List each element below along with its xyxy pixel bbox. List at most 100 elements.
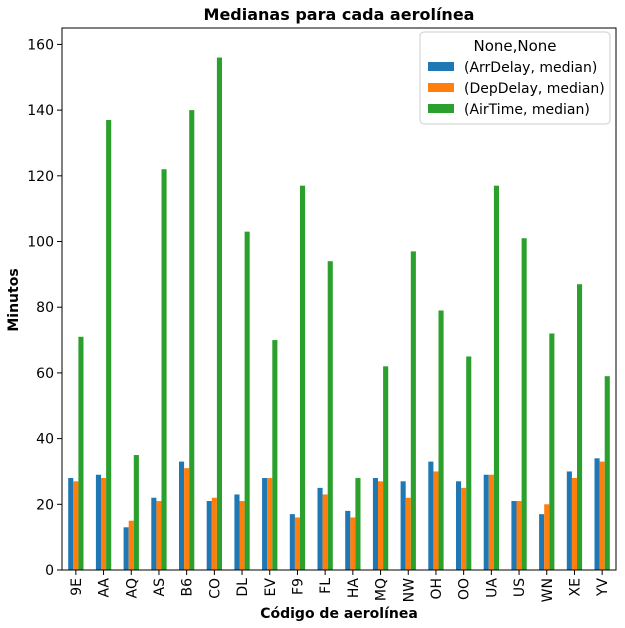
- legend-swatch: [428, 83, 454, 92]
- chart-title: Medianas para cada aerolínea: [204, 5, 475, 24]
- bar-OH-arrdelay: [428, 461, 434, 570]
- plot-area: [61, 27, 617, 571]
- bar-MQ-airtime: [383, 366, 389, 570]
- bar-US-depdelay: [516, 501, 522, 570]
- bar-FL-arrdelay: [317, 487, 323, 570]
- bar-NW-depdelay: [405, 497, 411, 570]
- y-tick-label: 20: [36, 497, 54, 513]
- bar-EV-arrdelay: [262, 478, 268, 570]
- bar-AS-arrdelay: [151, 497, 157, 570]
- bar-CO-airtime: [216, 57, 222, 571]
- bar-CO-arrdelay: [206, 501, 212, 570]
- bar-AQ-depdelay: [128, 520, 134, 570]
- bar-AA-depdelay: [101, 478, 107, 570]
- x-tick-label: OH: [429, 578, 445, 600]
- x-tick-label: US: [512, 578, 528, 597]
- bar-AS-airtime: [161, 169, 167, 570]
- bar-9E-airtime: [78, 336, 84, 570]
- bar-DL-depdelay: [239, 501, 245, 570]
- y-tick-label: 80: [36, 300, 54, 316]
- bar-OO-arrdelay: [456, 481, 462, 570]
- x-tick-label: AA: [97, 578, 113, 598]
- bar-OO-airtime: [466, 356, 472, 570]
- plot-frame: [61, 27, 617, 571]
- x-axis: 9E AA AQ AS B6 CO DL EV F9 FL HA MQ NW OH OO UA US WN XE YV: [69, 570, 611, 602]
- bar-AQ-arrdelay: [123, 527, 129, 570]
- bar-B6-airtime: [189, 110, 195, 571]
- bar-AQ-airtime: [133, 455, 139, 570]
- y-tick-label: 40: [36, 432, 54, 448]
- bar-AA-arrdelay: [95, 474, 101, 570]
- legend: None,None (ArrDelay, median) (DepDelay, me…: [419, 31, 611, 125]
- bar-YV-arrdelay: [594, 458, 600, 570]
- legend-title: None,None: [473, 37, 556, 55]
- x-tick-label: XE: [567, 578, 583, 596]
- bar-NW-arrdelay: [400, 481, 406, 570]
- bar-OO-depdelay: [461, 487, 467, 570]
- bar-XE-airtime: [577, 284, 583, 570]
- bar-XE-depdelay: [571, 478, 577, 570]
- x-tick-label: MQ: [374, 578, 390, 601]
- bar-YV-depdelay: [599, 461, 605, 570]
- bar-FL-depdelay: [322, 494, 328, 570]
- bar-EV-airtime: [272, 340, 278, 570]
- x-tick-label: AQ: [124, 578, 140, 598]
- bar-F9-airtime: [300, 185, 306, 571]
- y-axis-label: Minutos: [6, 268, 22, 331]
- y-axis: 0 20 40 60 80 100 120 140 160: [27, 37, 62, 579]
- bar-UA-arrdelay: [483, 474, 489, 570]
- x-tick-label: UA: [484, 578, 500, 598]
- bar-F9-arrdelay: [289, 514, 295, 570]
- bar-YV-airtime: [604, 376, 610, 570]
- y-tick-label: 0: [45, 563, 54, 579]
- bar-OH-airtime: [438, 310, 444, 570]
- x-tick-label: DL: [235, 578, 251, 597]
- x-tick-label: HA: [346, 578, 362, 599]
- bar-WN-airtime: [549, 333, 555, 570]
- x-tick-label: EV: [263, 578, 279, 597]
- bar-DL-arrdelay: [234, 494, 240, 570]
- legend-label: (ArrDelay, median): [464, 60, 597, 76]
- x-tick-label: OO: [457, 578, 473, 600]
- bar-EV-depdelay: [267, 478, 273, 570]
- legend-label: (DepDelay, median): [464, 81, 605, 97]
- y-tick-label: 100: [27, 235, 54, 251]
- y-tick-label: 140: [27, 103, 54, 119]
- legend-swatch: [428, 104, 454, 113]
- bar-UA-airtime: [493, 185, 499, 571]
- bar-AS-depdelay: [156, 501, 162, 570]
- y-tick-label: 120: [27, 169, 54, 185]
- bar-FL-airtime: [327, 261, 333, 570]
- bar-B6-arrdelay: [179, 461, 185, 570]
- x-tick-label: F9: [290, 578, 306, 595]
- bar-B6-depdelay: [184, 468, 190, 570]
- bar-HA-arrdelay: [345, 510, 351, 570]
- bar-XE-arrdelay: [566, 471, 572, 570]
- bar-9E-arrdelay: [68, 478, 74, 570]
- bar-OH-depdelay: [433, 471, 439, 570]
- legend-swatch: [428, 62, 454, 71]
- x-axis-label: Código de aerolínea: [260, 606, 418, 622]
- bar-US-airtime: [521, 238, 527, 571]
- x-tick-label: CO: [207, 578, 223, 599]
- bar-9E-depdelay: [73, 481, 79, 570]
- x-tick-label: AS: [152, 578, 168, 597]
- x-tick-label: 9E: [69, 578, 85, 596]
- bar-HA-airtime: [355, 478, 361, 570]
- x-tick-label: NW: [401, 578, 417, 602]
- bar-WN-depdelay: [544, 504, 550, 570]
- bar-NW-airtime: [410, 251, 416, 570]
- bar-MQ-arrdelay: [372, 478, 378, 570]
- bar-US-arrdelay: [511, 501, 517, 570]
- bar-WN-arrdelay: [539, 514, 545, 570]
- bar-AA-airtime: [106, 119, 112, 570]
- bar-HA-depdelay: [350, 517, 356, 570]
- x-tick-label: FL: [318, 578, 334, 594]
- bar-MQ-depdelay: [378, 481, 384, 570]
- legend-box: [419, 31, 611, 125]
- bar-F9-depdelay: [294, 517, 300, 570]
- legend-label: (AirTime, median): [464, 102, 590, 118]
- bar-UA-depdelay: [488, 474, 494, 570]
- y-tick-label: 160: [27, 37, 54, 53]
